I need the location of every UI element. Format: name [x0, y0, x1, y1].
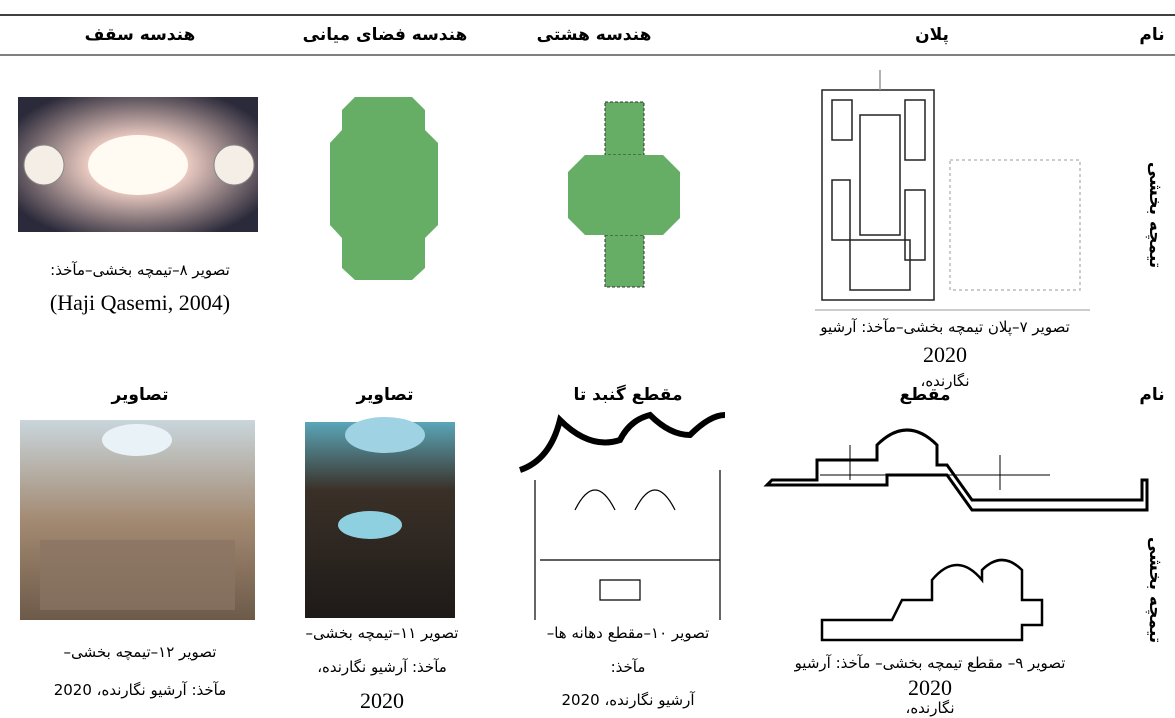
photo-12 [20, 420, 255, 620]
header-cell: هندسه فضای میانی [302, 25, 468, 45]
caption-line: نگارنده، [905, 699, 955, 717]
section-image [763, 428, 1149, 642]
header-cell: تصاویر [356, 385, 414, 405]
ceiling-image [18, 97, 258, 232]
caption-line: مآخذ: آرشیو نگارنده، 2020 [53, 681, 227, 699]
header-cell: نام [1139, 25, 1165, 45]
header-cell: نام [1139, 385, 1165, 405]
plan-image [815, 70, 1090, 311]
header-cell: تصاویر [111, 385, 169, 405]
header-cell: مقطع [899, 385, 951, 405]
header-cell: مقطع گنبد تا [573, 385, 683, 405]
dome-section-image [518, 411, 726, 620]
middle-space-shape [330, 97, 438, 280]
caption-line: تصویر ۷–پلان تیمچه بخشی–مآخذ: آرشیو [820, 318, 1070, 336]
hashti-shape [568, 101, 680, 288]
header-cell: هندسه سقف [84, 25, 196, 45]
caption-line: آرشیو نگارنده، 2020 [561, 691, 695, 709]
caption-line: 2020 [923, 342, 967, 367]
caption-line: 2020 [908, 675, 952, 700]
caption-line: (Haji Qasemi, 2004) [49, 290, 231, 315]
caption-line: 2020 [360, 688, 404, 713]
caption-line: تصویر ۱۰–مقطع دهانه ها– [546, 624, 710, 642]
row-label: تیمچه بخشی [1145, 536, 1165, 644]
caption-line: تصویر ۹– مقطع تیمچه بخشی– مآخذ: آرشیو [794, 654, 1066, 672]
caption-line: نگارنده، [920, 372, 970, 390]
caption-line: تصویر ۱۲–تیمچه بخشی– [63, 643, 217, 661]
caption-line: تصویر ۸–تیمچه بخشی–مآخذ: [50, 261, 230, 279]
caption-line: تصویر ۱۱–تیمچه بخشی– [305, 624, 459, 642]
header-cell: پلان [915, 25, 949, 45]
caption-line: مآخذ: آرشیو نگارنده، [317, 658, 447, 676]
row-label: تیمچه بخشی [1145, 161, 1165, 269]
photo-11 [305, 417, 455, 618]
header-cell: هندسه هشتی [536, 25, 652, 45]
caption-line: مآخذ: [610, 658, 646, 676]
